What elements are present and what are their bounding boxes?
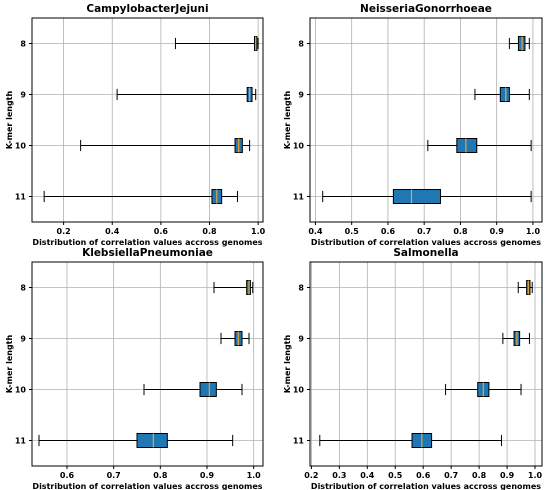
box-k10	[143, 382, 243, 397]
x-tick-label: 1.0	[526, 227, 541, 236]
x-axis-label: Distribution of correlation values accro…	[311, 482, 541, 490]
x-tick-label: 0.2	[304, 471, 318, 480]
x-axis-label: Distribution of correlation values accro…	[32, 238, 262, 247]
box-k11	[319, 433, 502, 448]
box-k9	[502, 331, 530, 346]
y-tick-label: 8	[298, 284, 304, 293]
x-tick-label: 0.7	[444, 471, 458, 480]
box-iqr	[136, 433, 168, 448]
panel-title: CampylobacterJejuni	[86, 3, 208, 15]
y-axis-label: K-mer length	[5, 334, 14, 393]
panel-4: 0.2 0.3 0.4 0.5 0.6 0.7 0.8 0.9 1.0 8 9 10 11 Salmone…	[283, 247, 543, 490]
x-tick-label: 0.5	[345, 227, 360, 236]
x-tick-label: 0.8	[453, 227, 468, 236]
x-tick-label: 0.9	[200, 471, 215, 480]
y-tick-label: 8	[20, 284, 26, 293]
x-tick-label: 1.0	[247, 471, 262, 480]
panel-3: 0.6 0.7 0.8 0.9 1.0 8 9 10 11 KlebsiellaPneumonia…	[5, 247, 264, 490]
box-iqr	[456, 138, 478, 153]
x-tick-label: 0.8	[472, 471, 487, 480]
box-k9	[220, 331, 250, 346]
axes-frame	[309, 17, 543, 223]
y-tick-label: 10	[15, 386, 27, 395]
x-tick-label: 0.6	[154, 227, 169, 236]
x-tick-label: 0.9	[500, 471, 515, 480]
x-tick-label: 0.5	[388, 471, 403, 480]
y-axis-label: K-mer length	[283, 334, 292, 393]
box-k8	[508, 36, 530, 51]
x-axis-label: Distribution of correlation values accro…	[311, 238, 541, 247]
x-tick-label: 0.7	[417, 227, 431, 236]
y-tick-label: 11	[293, 437, 305, 446]
box-iqr	[499, 87, 510, 102]
y-tick-label: 10	[15, 142, 27, 151]
x-tick-label: 1.0	[251, 227, 266, 236]
x-tick-label: 0.4	[308, 227, 323, 236]
y-tick-label: 9	[298, 91, 304, 100]
box-iqr	[199, 382, 217, 397]
box-k11	[322, 189, 532, 204]
box-k10	[80, 138, 251, 153]
y-tick-label: 9	[20, 91, 26, 100]
axes-frame	[31, 17, 264, 223]
box-k11	[43, 189, 238, 204]
box-k9	[474, 87, 530, 102]
box-k11	[38, 433, 234, 448]
axes-frame	[31, 261, 264, 467]
box-k10	[445, 382, 522, 397]
y-tick-label: 11	[293, 193, 305, 202]
x-tick-label: 0.4	[360, 471, 375, 480]
y-tick-label: 9	[298, 335, 304, 344]
x-tick-label: 0.8	[202, 227, 217, 236]
box-k9	[116, 87, 257, 102]
box-iqr	[392, 189, 441, 204]
x-tick-label: 0.2	[57, 227, 71, 236]
y-tick-label: 10	[293, 142, 305, 151]
x-tick-label: 0.7	[107, 471, 121, 480]
x-tick-label: 0.8	[153, 471, 168, 480]
y-tick-label: 9	[20, 335, 26, 344]
x-tick-label: 0.6	[416, 471, 431, 480]
panel-title: Salmonella	[393, 247, 458, 259]
panel-2: 0.4 0.5 0.6 0.7 0.8 0.9 1.0 8 9 10 11 NeisseriaGono…	[283, 3, 543, 247]
panel-title: NeisseriaGonorrhoeae	[360, 3, 492, 15]
x-tick-label: 1.0	[528, 471, 543, 480]
box-k10	[427, 138, 532, 153]
y-tick-label: 10	[293, 386, 305, 395]
panel-1: 0.2 0.4 0.6 0.8 1.0 8 9 10 11 CampylobacterJejuni…	[5, 3, 266, 247]
box-k8	[174, 36, 259, 51]
panel-title: KlebsiellaPneumoniae	[82, 247, 213, 259]
y-tick-label: 8	[298, 40, 304, 49]
y-tick-label: 11	[15, 193, 27, 202]
y-axis-label: K-mer length	[283, 90, 292, 149]
axes-frame	[309, 261, 543, 467]
y-tick-label: 8	[20, 40, 26, 49]
x-axis-label: Distribution of correlation values accro…	[32, 482, 262, 490]
x-tick-label: 0.4	[105, 227, 120, 236]
x-tick-label: 0.6	[60, 471, 75, 480]
x-tick-label: 0.6	[381, 227, 396, 236]
x-tick-label: 0.9	[490, 227, 505, 236]
x-tick-label: 0.3	[332, 471, 346, 480]
y-tick-label: 11	[15, 437, 27, 446]
box-k8	[213, 280, 254, 295]
y-axis-label: K-mer length	[5, 90, 14, 149]
box-k8	[517, 280, 533, 295]
